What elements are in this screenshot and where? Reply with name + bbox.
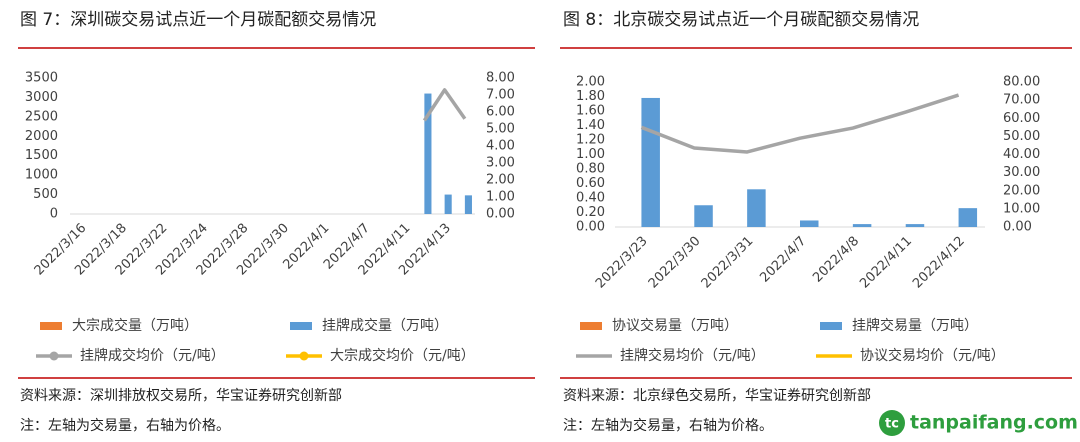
x-tick-label: 2022/4/11 (857, 234, 915, 292)
y-tick-label: 0.80 (576, 162, 605, 177)
x-tick-label: 2022/3/23 (593, 234, 651, 292)
y-tick-label: 3000 (25, 90, 58, 105)
legend-label: 协议交易均价（元/吨） (860, 347, 1005, 364)
y2-tick-label: 4.00 (486, 139, 515, 154)
legend-marker (49, 351, 59, 361)
y-tick-label: 1000 (25, 168, 58, 183)
y-tick-label: 500 (33, 187, 58, 202)
y-tick-label: 2500 (25, 109, 58, 124)
bar (958, 208, 978, 227)
y-tick-label: 2000 (25, 129, 58, 144)
legend-swatch (820, 322, 842, 330)
legend-marker (299, 351, 309, 361)
x-tick-label: 2022/3/30 (646, 234, 704, 292)
bar (444, 194, 452, 214)
y-tick-label: 0.60 (576, 176, 605, 191)
legend-swatch (40, 322, 62, 330)
x-tick-label: 2022/4/8 (810, 234, 862, 286)
y-tick-label: 0 (50, 207, 58, 222)
y2-tick-label: 0.00 (486, 207, 515, 222)
y2-tick-label: 30.00 (1003, 165, 1040, 180)
y2-tick-label: 5.00 (486, 122, 515, 137)
y-tick-label: 1.00 (576, 147, 605, 162)
y2-tick-label: 20.00 (1003, 183, 1040, 198)
y-tick-label: 1.80 (576, 89, 605, 104)
y2-tick-label: 80.00 (1003, 75, 1040, 90)
y-tick-label: 1.40 (576, 118, 605, 133)
legend-label: 挂牌成交均价（元/吨） (80, 347, 225, 364)
bar (694, 205, 713, 227)
y2-tick-label: 2.00 (486, 173, 515, 188)
y2-tick-label: 0.00 (1003, 220, 1032, 235)
watermark-logo: tc (879, 410, 905, 436)
legend-label: 挂牌交易量（万吨） (852, 317, 978, 334)
y-tick-label: 0.40 (576, 191, 605, 206)
legend-label: 大宗成交均价（元/吨） (330, 347, 475, 364)
legend-label: 大宗成交量（万吨） (72, 317, 198, 334)
y2-tick-label: 1.00 (486, 190, 515, 205)
legend-label: 挂牌成交量（万吨） (322, 317, 448, 334)
bar (800, 220, 819, 227)
source: 资料来源：北京绿色交易所，华宝证券研究创新部 (563, 387, 871, 404)
bar (641, 97, 660, 227)
bar (905, 224, 925, 227)
x-tick-label: 2022/3/31 (699, 234, 757, 292)
y2-tick-label: 6.00 (486, 105, 515, 120)
svg-text:tc: tc (885, 417, 899, 432)
y2-tick-label: 50.00 (1003, 129, 1040, 144)
y-tick-label: 1.20 (576, 133, 605, 148)
line (640, 93, 960, 154)
x-tick-label: 2022/4/12 (910, 234, 968, 292)
bar (747, 189, 766, 227)
note: 注：左轴为交易量，右轴为价格。 (563, 417, 773, 434)
line (422, 88, 467, 122)
y-tick-label: 0.00 (576, 220, 605, 235)
chart-title: 图 7：深圳碳交易试点近一个月碳配额交易情况 (20, 10, 376, 30)
y-tick-label: 1.60 (576, 104, 605, 119)
legend-swatch (290, 322, 312, 330)
y-tick-label: 3500 (25, 71, 58, 86)
y2-tick-label: 3.00 (486, 156, 515, 171)
bar (464, 195, 472, 214)
source: 资料来源：深圳排放权交易所，华宝证券研究创新部 (20, 387, 342, 404)
y-tick-label: 2.00 (576, 75, 605, 90)
legend-label: 协议交易量（万吨） (612, 317, 738, 334)
y2-tick-label: 8.00 (486, 71, 515, 86)
y2-tick-label: 7.00 (486, 88, 515, 103)
legend-swatch (580, 322, 602, 330)
y2-tick-label: 60.00 (1003, 111, 1040, 126)
x-tick-label: 2022/4/7 (757, 234, 809, 286)
y-tick-label: 0.20 (576, 205, 605, 220)
legend-label: 挂牌交易均价（元/吨） (620, 347, 765, 364)
y2-tick-label: 40.00 (1003, 147, 1040, 162)
note: 注：左轴为交易量，右轴为价格。 (20, 417, 230, 434)
chart-title: 图 8：北京碳交易试点近一个月碳配额交易情况 (563, 10, 919, 30)
watermark: tanpaifang.com (910, 412, 1078, 434)
y-tick-label: 1500 (25, 148, 58, 163)
y2-tick-label: 70.00 (1003, 93, 1040, 108)
bar (852, 224, 872, 227)
y2-tick-label: 10.00 (1003, 201, 1040, 216)
bar (424, 93, 432, 214)
